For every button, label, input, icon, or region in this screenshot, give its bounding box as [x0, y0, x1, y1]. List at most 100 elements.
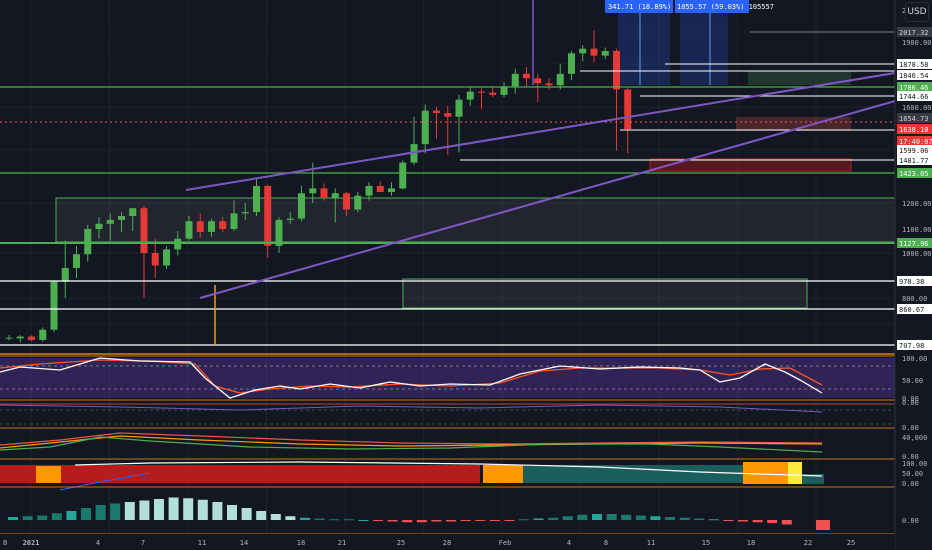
candle[interactable]: [624, 88, 632, 154]
candle-body: [253, 185, 260, 213]
candle[interactable]: [129, 208, 137, 231]
candle[interactable]: [196, 213, 204, 238]
candle[interactable]: [478, 88, 485, 110]
candle[interactable]: [140, 205, 148, 298]
candle[interactable]: [151, 238, 159, 278]
candle[interactable]: [343, 192, 350, 216]
price-label-bg: [897, 59, 932, 69]
range-box-2[interactable]: [402, 278, 808, 309]
candle-body: [208, 221, 215, 232]
candle[interactable]: [253, 177, 260, 216]
candle[interactable]: [489, 86, 497, 98]
candle[interactable]: [230, 200, 238, 231]
price-tick: 1200.00: [902, 200, 932, 208]
indicator-tick: 0.00: [902, 399, 919, 407]
candle[interactable]: [556, 63, 564, 90]
candle[interactable]: [433, 107, 440, 139]
resistance-zone[interactable]: [736, 117, 851, 131]
candle[interactable]: [5, 334, 13, 341]
candle[interactable]: [376, 181, 384, 193]
candle[interactable]: [590, 30, 598, 63]
candle[interactable]: [511, 68, 519, 94]
channel-upper-line[interactable]: [185, 72, 896, 191]
candle[interactable]: [264, 184, 272, 258]
currency-button[interactable]: USD: [905, 2, 929, 22]
indicator-tick: 50.00: [902, 377, 923, 385]
candle[interactable]: [61, 240, 69, 298]
histogram-bar: [241, 508, 252, 520]
green-zone[interactable]: [748, 71, 851, 85]
candle-body: [534, 78, 542, 84]
indicator-tick: 100.00: [902, 460, 927, 468]
candle[interactable]: [388, 182, 395, 196]
candle[interactable]: [613, 48, 620, 151]
candle-body: [39, 329, 47, 340]
candle[interactable]: [354, 192, 362, 213]
histogram-bar: [402, 520, 413, 523]
candle[interactable]: [185, 216, 193, 241]
histogram-bar: [767, 520, 778, 523]
histogram-bar: [475, 520, 486, 521]
candle[interactable]: [39, 327, 47, 342]
candle[interactable]: [545, 78, 553, 90]
indicator-tick: 0.00: [902, 424, 919, 432]
candle[interactable]: [568, 50, 575, 81]
candle[interactable]: [241, 203, 249, 220]
channel-lower-line[interactable]: [199, 100, 896, 299]
histogram-bar: [694, 518, 705, 520]
candle[interactable]: [534, 73, 542, 103]
candle[interactable]: [399, 160, 407, 190]
candle[interactable]: [601, 47, 609, 60]
candle[interactable]: [286, 212, 294, 224]
rsi-line: [0, 357, 823, 399]
time-axis[interactable]: 2021 4 7 11 14 18 21 25 28 Feb 4 8 11 15 18 22 25 8: [0, 534, 895, 550]
candle[interactable]: [163, 245, 170, 270]
candle-body: [118, 216, 125, 220]
candle[interactable]: [16, 334, 24, 343]
price-label: 1744.66: [899, 93, 929, 101]
time-axis-bg: [0, 534, 895, 550]
candle[interactable]: [466, 86, 474, 106]
candle[interactable]: [73, 245, 80, 278]
candle-series[interactable]: [5, 30, 632, 343]
candle[interactable]: [106, 213, 114, 241]
trend-line: [74, 461, 823, 477]
candle[interactable]: [118, 212, 125, 232]
candle[interactable]: [275, 217, 283, 253]
demand-zone[interactable]: [649, 158, 852, 172]
price-axis[interactable]: 2 1900.00 1600.00 1200.00 1100.00 1000.00 800.…: [894, 0, 932, 550]
price-label: 1846.54: [899, 72, 929, 80]
time-label: 11: [198, 539, 206, 547]
rsi-signal-line: [0, 359, 823, 394]
histogram-bar: [533, 518, 544, 520]
candle-body: [61, 268, 69, 282]
candle[interactable]: [28, 335, 35, 342]
price-label: 860.67: [899, 306, 924, 314]
price-label: 1654.73: [899, 115, 929, 123]
histogram-bar: [708, 519, 719, 521]
histogram-bar: [387, 520, 398, 522]
histogram-bar: [8, 517, 18, 520]
candle[interactable]: [208, 218, 215, 237]
indicator-panes[interactable]: [0, 355, 932, 535]
candle[interactable]: [579, 45, 587, 62]
candle[interactable]: [523, 66, 530, 87]
candle-body: [320, 188, 328, 199]
price-label: 978.38: [899, 278, 924, 286]
candle[interactable]: [421, 104, 429, 154]
candle[interactable]: [50, 280, 58, 332]
candle[interactable]: [95, 217, 103, 239]
price-levels[interactable]: [0, 31, 896, 355]
candle-body: [511, 73, 519, 87]
candle-body: [219, 221, 227, 229]
candle[interactable]: [455, 94, 463, 153]
candle[interactable]: [500, 82, 508, 98]
candle[interactable]: [320, 183, 328, 201]
histogram-bar: [51, 513, 62, 520]
candle[interactable]: [365, 182, 373, 201]
candle[interactable]: [298, 185, 305, 222]
candle[interactable]: [331, 188, 339, 223]
candle[interactable]: [219, 217, 227, 232]
trend-band-teal: [523, 465, 743, 483]
